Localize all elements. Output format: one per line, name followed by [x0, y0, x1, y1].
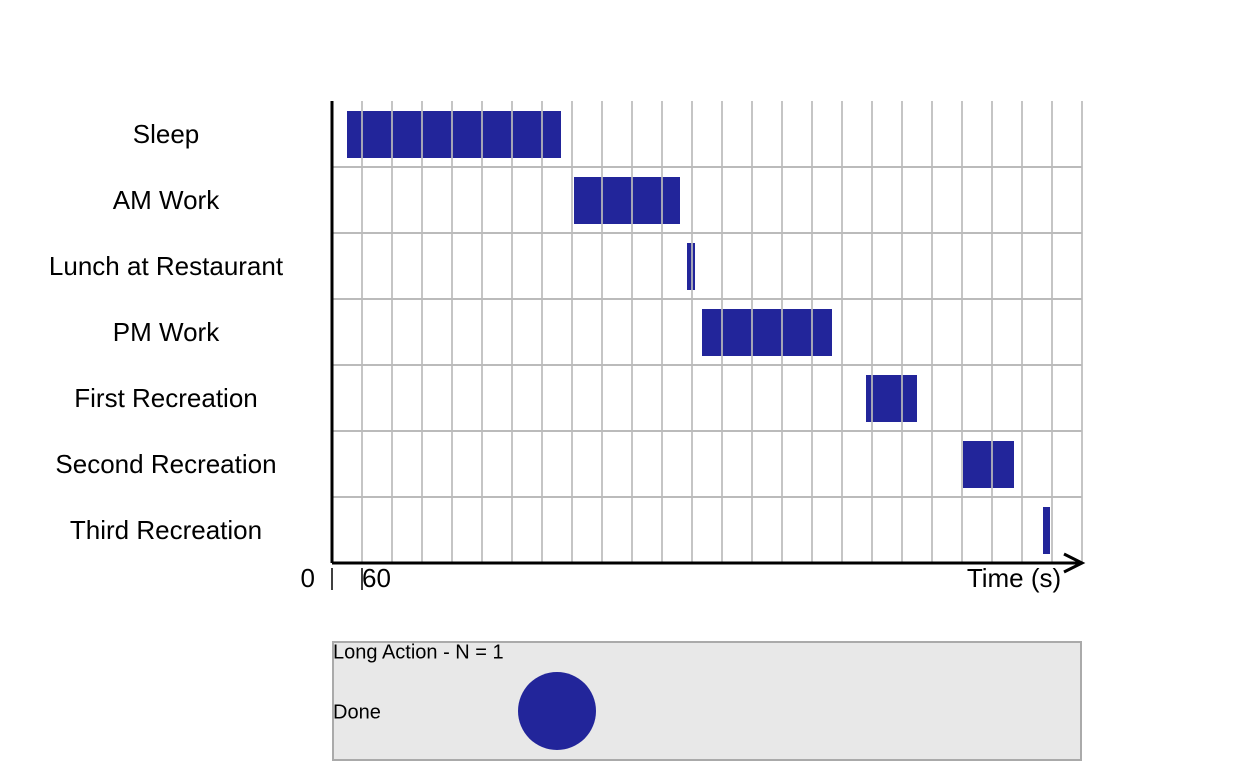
y-tick-label: Second Recreation: [55, 449, 276, 479]
x-axis-arrow: [1063, 552, 1086, 574]
bar: [347, 111, 561, 158]
x-tick-label: 0: [301, 563, 315, 593]
y-tick-label: Lunch at Restaurant: [49, 251, 284, 281]
x-tick-label: 60: [362, 563, 391, 593]
bar: [963, 441, 1014, 488]
y-tick-label: First Recreation: [74, 383, 258, 413]
legend-label: Done: [333, 701, 381, 723]
legend-box: [332, 641, 1082, 761]
legend-marker: [518, 672, 596, 750]
legend-title: Long Action - N = 1: [333, 641, 504, 663]
bar: [574, 177, 680, 224]
x-axis-label: Time (s): [967, 563, 1061, 593]
y-tick-label: Sleep: [133, 119, 200, 149]
y-tick-label: PM Work: [113, 317, 220, 347]
bar: [702, 309, 832, 356]
y-tick-label: Third Recreation: [70, 515, 262, 545]
y-tick-label: AM Work: [113, 185, 220, 215]
bar: [866, 375, 917, 422]
bar: [1043, 507, 1050, 554]
